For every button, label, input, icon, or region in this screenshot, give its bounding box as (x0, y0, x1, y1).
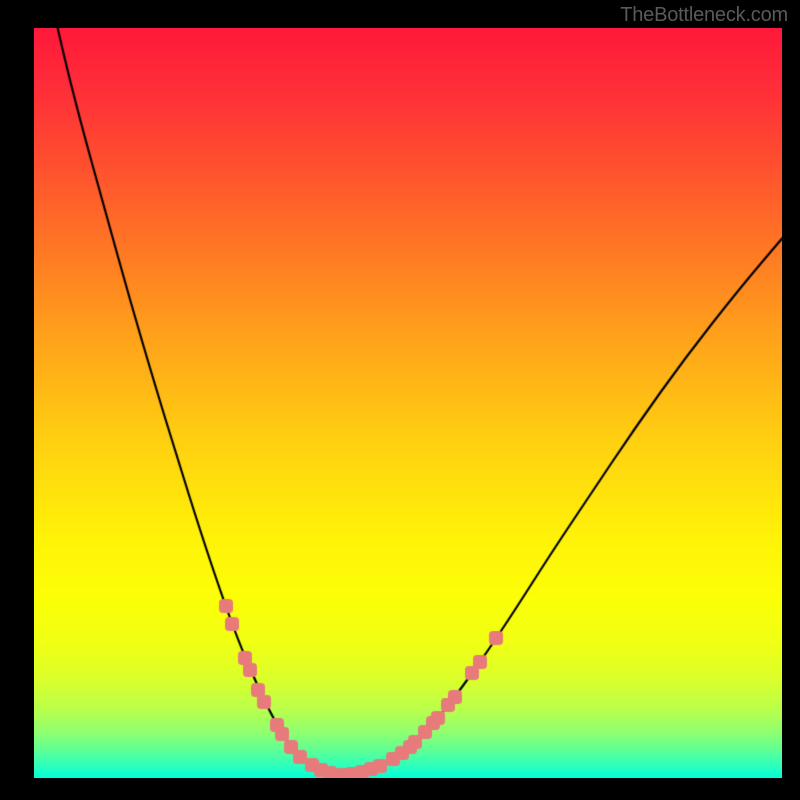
curve-overlay (34, 28, 782, 778)
watermark-text: TheBottleneck.com (620, 4, 788, 27)
plot-area (34, 28, 782, 778)
